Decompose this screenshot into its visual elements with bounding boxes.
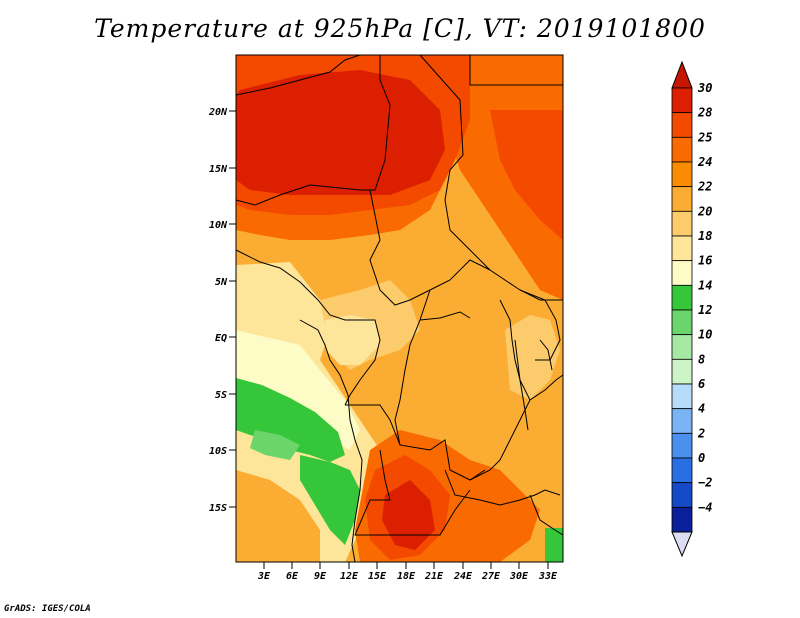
boundaries (235, 54, 564, 563)
lat-label: 10N (209, 220, 228, 231)
colorbar-box (671, 87, 693, 114)
boundary-line (345, 404, 401, 446)
lon-label: 33E (538, 571, 558, 582)
field-sahara-core (236, 70, 445, 195)
lat-label: 15S (209, 503, 227, 514)
colorbar-label: 6 (698, 377, 705, 391)
field-lightgreen-patch (250, 430, 300, 460)
colorbar-label: −4 (698, 500, 712, 514)
colorbar-box (671, 284, 693, 311)
lon-label: 24E (453, 571, 473, 582)
map-frame (235, 54, 564, 563)
lon-label: 21E (424, 571, 444, 582)
field-sw-orange (236, 470, 320, 562)
colorbar-box (671, 408, 693, 434)
lat-label: 5S (215, 390, 227, 401)
field-rift-pale (505, 315, 560, 400)
colorbar-label: 12 (698, 303, 712, 317)
boundary-line (394, 289, 486, 481)
boundary-line (235, 55, 391, 206)
colorbar-box (671, 457, 693, 484)
colorbar-box (671, 161, 693, 188)
colorbar-box (671, 186, 693, 212)
field-south-hot (382, 480, 435, 550)
field-green-ocean (236, 378, 345, 462)
lon-label: 3E (257, 571, 271, 582)
boundary-line (444, 469, 561, 506)
colorbar-label: 16 (698, 254, 712, 268)
lon-label: 9E (314, 571, 327, 582)
lon-label: 18E (397, 571, 416, 582)
colorbar-label: 24 (697, 155, 712, 169)
colorbar-top-arrow (671, 60, 693, 89)
colorbar-label: 18 (698, 229, 712, 243)
boundary-line (235, 54, 361, 96)
colorbar-label: 4 (698, 402, 705, 416)
boundary-line (235, 249, 381, 406)
field-green-se (545, 528, 563, 562)
colorbar-box (671, 334, 693, 360)
colorbar-bottom-arrow (671, 531, 693, 558)
lon-ticks: 3E 6E 9E 12E 15E 18E 21E 24E 27E 30E 33E (257, 562, 558, 582)
colorbar-box (671, 210, 693, 237)
boundary-line (499, 299, 531, 401)
boundary-line (354, 449, 471, 536)
field-east-red (490, 110, 563, 240)
lat-label: 10S (209, 446, 227, 457)
colorbar-label: 10 (698, 328, 712, 342)
colorbar-label: 8 (698, 352, 705, 366)
boundary-line (519, 289, 561, 361)
lon-label: 30E (509, 571, 529, 582)
colorbar-box (671, 482, 693, 508)
colorbar-label: 0 (698, 451, 705, 465)
boundary-line (529, 494, 564, 536)
lat-label: 5N (215, 277, 228, 288)
boundary-line (369, 189, 491, 306)
field-cream-ocean (236, 330, 360, 450)
colorbar-box (671, 260, 693, 286)
boundary-line (469, 374, 564, 481)
colorbar-box (671, 112, 693, 138)
coastline (299, 319, 363, 563)
colorbar-box (671, 309, 693, 336)
colorbar-label: 14 (698, 278, 712, 292)
coastline (514, 339, 529, 431)
colorbar-label: 28 (697, 106, 712, 120)
colorbar-boxes (671, 87, 693, 533)
coastline (419, 311, 471, 321)
colorbar-box (671, 136, 693, 163)
field-gabon-pale (325, 315, 380, 365)
temperature-field (236, 55, 563, 562)
lon-label: 15E (368, 571, 387, 582)
lat-label: 15N (209, 164, 228, 175)
colorbar-box (671, 432, 693, 459)
grads-credit: GrADS: IGES/COLA (4, 604, 91, 614)
lon-label: 6E (286, 571, 299, 582)
lon-label: 12E (340, 571, 359, 582)
colorbar-box (671, 506, 693, 533)
colorbar-label: 20 (697, 204, 712, 218)
colorbar-box (671, 358, 693, 385)
lat-ticks: 20N 15N 10N 5N EQ 5S 10S 15S (208, 107, 236, 514)
colorbar-label: 22 (697, 180, 712, 194)
lat-label: EQ (215, 333, 227, 344)
colorbar-box (671, 235, 693, 262)
boundary-line (419, 54, 563, 301)
lon-label: 27E (481, 571, 501, 582)
boundary-line (469, 55, 563, 86)
colorbar-label: 2 (697, 426, 705, 440)
colorbar-label: 30 (697, 81, 712, 95)
map-title: Temperature at 925hPa [C], VT: 201910180… (94, 14, 706, 43)
coastline (539, 339, 553, 371)
colorbar-label: −2 (698, 476, 712, 490)
colorbar-label: 25 (697, 130, 712, 144)
field-green-south (300, 455, 360, 545)
lat-label: 20N (208, 107, 228, 118)
colorbar-box (671, 383, 693, 410)
